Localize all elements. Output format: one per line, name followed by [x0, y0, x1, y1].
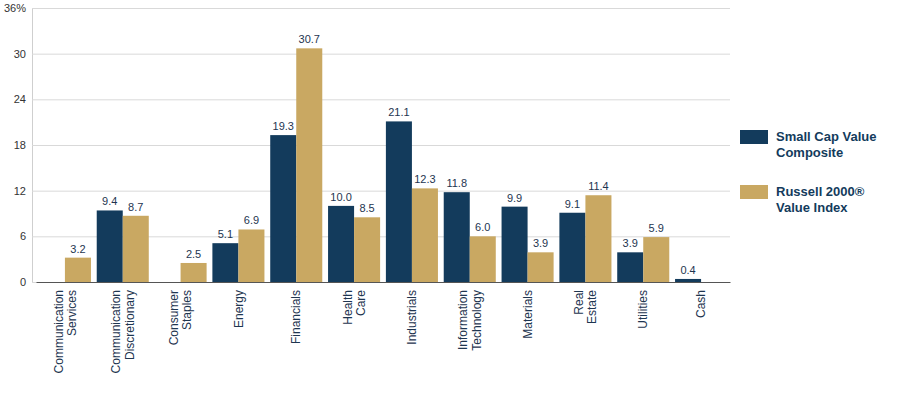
x-tick-label: RealEstate [572, 290, 599, 324]
data-label: 9.9 [507, 192, 522, 204]
x-tick: InformationTechnology [456, 282, 483, 351]
x-tick: Financials [289, 282, 303, 344]
x-tick-label: ConsumerStaples [167, 290, 194, 345]
data-label: 9.4 [102, 195, 117, 207]
legend-label: Russell 2000®Value Index [776, 184, 865, 215]
y-tick: 30 [14, 48, 730, 60]
y-tick-label: 30 [14, 48, 26, 60]
x-tick-label: Cash [694, 290, 708, 318]
bar [238, 229, 264, 282]
y-tick: 18 [14, 139, 730, 151]
data-label: 11.4 [588, 180, 609, 192]
x-tick-label: InformationTechnology [456, 290, 483, 351]
grid-line [32, 145, 730, 146]
legend: Small Cap ValueComposite Russell 2000®Val… [740, 129, 876, 215]
data-label: 8.5 [359, 202, 374, 214]
legend-swatch [740, 130, 768, 144]
bar [675, 279, 701, 282]
bar [386, 121, 412, 282]
legend-swatch [740, 185, 768, 199]
bar [65, 258, 91, 282]
bar [412, 188, 438, 282]
x-tick: Utilities [636, 282, 650, 329]
grid-line [32, 8, 730, 9]
bar [354, 217, 380, 282]
data-label: 21.1 [388, 106, 409, 118]
bars [65, 48, 701, 282]
x-tick-label: Financials [289, 290, 303, 344]
data-label: 8.7 [128, 201, 143, 213]
bar [585, 195, 611, 282]
data-label: 12.3 [414, 173, 435, 185]
x-tick-label: Materials [521, 290, 535, 339]
x-tick: Energy [232, 282, 246, 328]
y-tick-label: 6 [20, 230, 26, 242]
data-label: 2.5 [186, 248, 201, 260]
y-tick: 24 [14, 93, 730, 105]
y-tick-label: 12 [14, 185, 26, 197]
bar [212, 243, 238, 282]
y-tick-label: 0 [20, 276, 26, 288]
data-label: 6.9 [244, 214, 259, 226]
grid-line [32, 282, 730, 283]
data-labels: 9.4 5.1 19.3 10.0 21.1 11.8 9.9 9.1 3.9 0.4 3.2 8.7… [70, 33, 695, 276]
bar [181, 263, 207, 282]
y-tick-label: 18 [14, 139, 26, 151]
x-axis: CommunicationServices CommunicationDiscre… [37, 282, 731, 373]
x-axis-line [37, 282, 731, 283]
bar [296, 48, 322, 282]
data-label: 5.1 [218, 228, 233, 240]
x-tick-label: Energy [232, 290, 246, 328]
x-tick: RealEstate [572, 282, 599, 324]
x-tick: HealthCare [341, 282, 368, 325]
x-tick-label: CommunicationServices [52, 290, 79, 373]
data-label: 3.9 [533, 237, 548, 249]
data-label: 10.0 [330, 191, 351, 203]
x-tick: ConsumerStaples [167, 282, 194, 345]
grid-line [32, 191, 730, 192]
bar [470, 236, 496, 282]
x-tick: CommunicationServices [52, 282, 79, 373]
bar [617, 252, 643, 282]
data-label: 9.1 [565, 198, 580, 210]
bar [328, 206, 354, 282]
x-tick: Materials [521, 282, 535, 339]
y-axis: 0 6 12 18 24 30 36% [4, 2, 730, 288]
data-label: 5.9 [649, 222, 664, 234]
grid-line [32, 99, 730, 100]
x-tick-label: CommunicationDiscretionary [109, 290, 136, 373]
bar [502, 207, 528, 282]
data-label: 11.8 [446, 177, 467, 189]
y-tick: 12 [14, 185, 730, 197]
y-tick-label: 24 [14, 93, 26, 105]
bar [270, 135, 296, 282]
data-label: 0.4 [680, 264, 695, 276]
bar [528, 252, 554, 282]
y-tick-label: 36% [4, 2, 26, 14]
bar [97, 210, 123, 282]
grid-line [32, 54, 730, 55]
data-label: 3.9 [623, 237, 638, 249]
x-tick-label: HealthCare [341, 290, 368, 325]
x-tick-label: Utilities [636, 290, 650, 329]
bar [123, 216, 149, 282]
x-tick: Industrials [405, 282, 419, 345]
data-label: 3.2 [70, 243, 85, 255]
data-label: 19.3 [273, 120, 294, 132]
data-label: 6.0 [475, 221, 490, 233]
y-tick: 36% [4, 2, 730, 14]
legend-label: Small Cap ValueComposite [776, 129, 876, 160]
x-tick-label: Industrials [405, 290, 419, 345]
bar [559, 213, 585, 282]
bar [444, 192, 470, 282]
x-tick: Cash [694, 282, 708, 318]
chart: 061218243036%9.45.119.310.021.111.89.99.… [0, 0, 900, 394]
bar [643, 237, 669, 282]
data-label: 30.7 [299, 33, 320, 45]
x-tick: CommunicationDiscretionary [109, 282, 136, 373]
